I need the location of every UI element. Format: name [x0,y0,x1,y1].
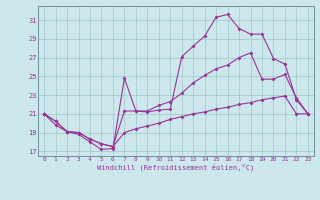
X-axis label: Windchill (Refroidissement éolien,°C): Windchill (Refroidissement éolien,°C) [97,164,255,171]
